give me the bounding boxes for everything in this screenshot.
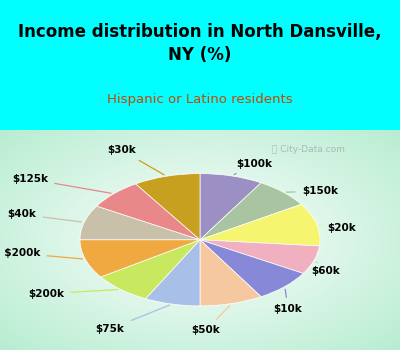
Wedge shape (200, 240, 320, 273)
Wedge shape (136, 174, 200, 240)
Wedge shape (200, 204, 320, 246)
Text: $125k: $125k (12, 174, 111, 193)
Wedge shape (200, 174, 261, 240)
Wedge shape (80, 206, 200, 240)
Wedge shape (200, 240, 303, 297)
Text: $100k: $100k (234, 159, 272, 175)
Text: > $200k: > $200k (0, 248, 82, 259)
Text: $200k: $200k (28, 289, 118, 299)
Wedge shape (80, 240, 200, 277)
Wedge shape (200, 240, 261, 306)
Text: $150k: $150k (286, 186, 338, 196)
Text: Income distribution in North Dansville,
NY (%): Income distribution in North Dansville, … (18, 23, 382, 63)
Wedge shape (200, 183, 301, 240)
Text: $20k: $20k (320, 223, 356, 233)
Text: $50k: $50k (192, 306, 230, 335)
Text: Hispanic or Latino residents: Hispanic or Latino residents (107, 93, 293, 106)
Text: $75k: $75k (96, 305, 170, 334)
Text: $30k: $30k (108, 146, 164, 175)
Wedge shape (97, 184, 200, 240)
Text: $40k: $40k (8, 209, 82, 222)
Text: ⓘ City-Data.com: ⓘ City-Data.com (272, 145, 345, 154)
Text: $10k: $10k (274, 289, 302, 314)
Text: $60k: $60k (312, 262, 340, 275)
Wedge shape (146, 240, 200, 306)
Wedge shape (101, 240, 200, 299)
